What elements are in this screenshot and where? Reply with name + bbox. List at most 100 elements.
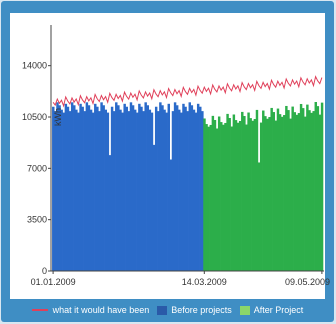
legend-item-before: Before projects xyxy=(157,305,232,315)
bar-before-project xyxy=(154,106,158,271)
bar-before-project xyxy=(64,103,68,271)
bar-after-project xyxy=(215,128,219,271)
bar-before-project xyxy=(60,109,63,271)
bar-before-project xyxy=(81,106,84,271)
bar-after-project xyxy=(224,122,227,271)
bar-after-project xyxy=(272,112,275,271)
bar-after-project xyxy=(283,115,286,271)
bar-before-project xyxy=(201,111,204,271)
legend-label-counterfactual: what it would have been xyxy=(52,305,150,315)
legend-item-counterfactual: what it would have been xyxy=(31,305,150,315)
bar-before-project xyxy=(184,106,187,271)
bar-after-project xyxy=(232,114,236,271)
bar-after-project xyxy=(228,118,231,271)
bar-after-project xyxy=(285,105,288,272)
bar-before-project xyxy=(142,111,145,271)
y-tick-label: 0 xyxy=(42,266,47,276)
bar-after-project xyxy=(266,118,269,271)
bar-after-project xyxy=(262,110,265,271)
bar-before-project xyxy=(182,103,185,271)
bar-after-project xyxy=(255,109,259,271)
bar-after-project xyxy=(259,122,263,271)
bar-after-project xyxy=(299,103,303,271)
bar-before-project xyxy=(188,102,191,271)
bar-before-project xyxy=(52,106,55,271)
y-ticks-group: 0 3500 7000 10500 14000 xyxy=(22,61,51,276)
bar-before-project xyxy=(68,111,72,271)
x-tick-label: 09.05.2009 xyxy=(285,277,330,287)
bar-after-project xyxy=(293,112,296,271)
bar-before-project xyxy=(75,109,78,271)
bar-after-project xyxy=(211,115,215,272)
bar-after-project xyxy=(314,102,317,271)
y-tick-label: 14000 xyxy=(22,61,47,71)
bar-before-project xyxy=(94,103,97,271)
bar-after-project xyxy=(245,124,248,271)
bar-before-project xyxy=(62,112,65,271)
bar-before-project xyxy=(96,106,99,271)
bar-after-project xyxy=(207,126,210,271)
bar-before-project xyxy=(112,111,116,271)
bar-before-project xyxy=(117,105,120,272)
bar-before-project xyxy=(161,105,164,272)
bar-after-project xyxy=(253,119,257,271)
bar-before-project xyxy=(194,112,198,271)
counterfactual-line xyxy=(52,75,323,108)
bar-after-project xyxy=(203,118,206,271)
bar-before-project xyxy=(159,102,162,271)
y-tick-label: 3500 xyxy=(27,215,47,225)
bar-before-project xyxy=(98,111,101,271)
bar-before-project xyxy=(100,102,103,271)
bar-after-project xyxy=(270,107,273,271)
bar-after-project xyxy=(234,120,238,271)
y-tick-label: 10500 xyxy=(22,112,47,122)
bar-before-project xyxy=(199,106,202,271)
bar-before-project xyxy=(66,106,70,271)
bar-after-project xyxy=(295,114,299,271)
x-tick-label: 01.01.2009 xyxy=(31,277,76,287)
bar-after-project xyxy=(301,108,305,271)
bar-after-project xyxy=(213,119,217,271)
bar-before-project xyxy=(196,103,200,271)
bar-before-project xyxy=(140,106,143,271)
bar-before-project xyxy=(169,159,173,271)
legend-label-before: Before projects xyxy=(171,305,232,315)
bar-before-project xyxy=(150,112,154,271)
bar-after-project xyxy=(217,116,221,272)
x-ticks-group: 01.01.2009 14.03.2009 09.05.2009 xyxy=(31,271,330,287)
bar-before-project xyxy=(106,112,110,271)
bar-before-project xyxy=(180,112,183,271)
bar-before-project xyxy=(165,112,168,271)
bar-after-project xyxy=(220,122,223,271)
x-tick-label: 14.03.2009 xyxy=(182,277,227,287)
bar-before-project xyxy=(108,155,112,271)
bar-before-project xyxy=(125,106,128,271)
bar-before-project xyxy=(89,109,93,271)
bar-before-project xyxy=(104,109,107,271)
bar-after-project xyxy=(243,116,246,272)
bar-before-project xyxy=(186,111,189,271)
legend-swatch-counterfactual xyxy=(31,309,48,311)
bar-after-project xyxy=(230,126,233,272)
bar-after-project xyxy=(209,124,212,271)
bars-group xyxy=(52,102,324,272)
bar-after-project xyxy=(205,124,208,271)
bar-after-project xyxy=(226,113,229,271)
bar-after-project xyxy=(310,112,313,271)
bar-before-project xyxy=(83,111,86,271)
bar-before-project xyxy=(157,111,160,271)
bar-after-project xyxy=(222,124,225,271)
bar-before-project xyxy=(77,112,80,271)
bar-before-project xyxy=(131,105,135,272)
bar-before-project xyxy=(173,102,177,271)
bar-before-project xyxy=(73,105,76,272)
bar-after-project xyxy=(304,116,307,271)
bar-before-project xyxy=(123,103,126,271)
bar-after-project xyxy=(306,104,309,271)
bar-before-project xyxy=(175,105,179,272)
bar-before-project xyxy=(146,105,149,272)
bar-before-project xyxy=(87,105,91,272)
bar-after-project xyxy=(289,118,292,271)
bar-before-project xyxy=(171,111,175,271)
